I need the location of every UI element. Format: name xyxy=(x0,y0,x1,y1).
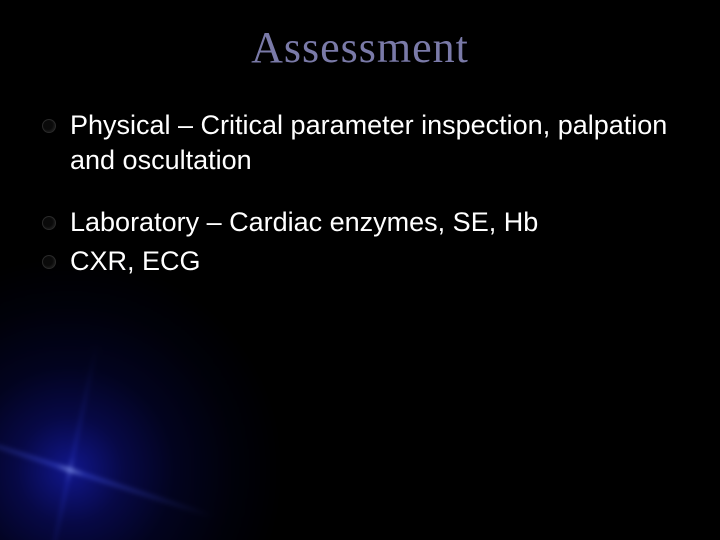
list-item: CXR, ECG xyxy=(42,244,682,279)
list-item-text: Laboratory – Cardiac enzymes, SE, Hb xyxy=(70,205,682,240)
bullet-icon xyxy=(42,119,56,133)
bullet-group: Physical – Critical parameter inspection… xyxy=(42,108,682,177)
bullet-icon xyxy=(42,216,56,230)
bullet-icon xyxy=(42,255,56,269)
slide: Assessment Physical – Critical parameter… xyxy=(0,0,720,540)
bullet-group: Laboratory – Cardiac enzymes, SE, Hb CXR… xyxy=(42,205,682,278)
list-item: Physical – Critical parameter inspection… xyxy=(42,108,682,177)
list-item-text: Physical – Critical parameter inspection… xyxy=(70,108,682,177)
list-item-text: CXR, ECG xyxy=(70,244,682,279)
list-item: Laboratory – Cardiac enzymes, SE, Hb xyxy=(42,205,682,240)
slide-title: Assessment xyxy=(0,22,720,73)
slide-body: Physical – Critical parameter inspection… xyxy=(42,108,682,306)
